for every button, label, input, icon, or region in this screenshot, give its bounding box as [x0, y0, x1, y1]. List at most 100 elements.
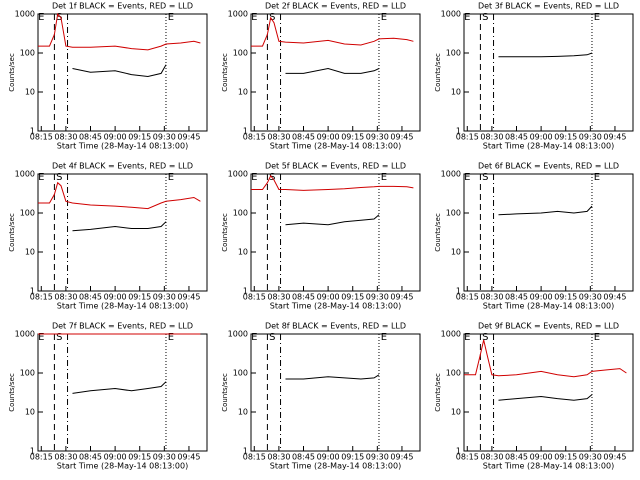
x-tick-label: 09:00: [530, 453, 553, 462]
marker-label: E: [464, 172, 470, 183]
x-tick-label: 08:45: [505, 133, 528, 142]
panel-title: Det 7f BLACK = Events, RED = LLD: [52, 322, 193, 331]
series-line: [251, 174, 414, 191]
x-tick-label: 08:45: [292, 293, 315, 302]
y-axis-label: Counts/sec: [221, 53, 229, 92]
x-tick-label: 08:15: [243, 453, 266, 462]
y-tick-label: 1000: [441, 330, 461, 339]
y-tick-label: 1000: [228, 330, 248, 339]
x-tick-label: 09:45: [390, 453, 413, 462]
marker-label: E: [381, 172, 387, 183]
x-tick-label: 08:45: [79, 453, 102, 462]
y-tick-label: 100: [20, 369, 35, 378]
marker-label: E: [251, 12, 257, 23]
x-tick-label: 09:00: [104, 453, 127, 462]
marker-label: E: [381, 12, 387, 23]
y-axis-label: Counts/sec: [434, 53, 442, 92]
panel-title: Det 3f BLACK = Events, RED = LLD: [478, 2, 619, 11]
y-tick-label: 100: [446, 369, 461, 378]
x-tick-label: 09:30: [366, 293, 389, 302]
series-line: [72, 64, 167, 78]
y-tick-label: 10: [451, 248, 461, 257]
y-tick-label: 10: [25, 408, 35, 417]
y-tick-label: 1000: [15, 330, 35, 339]
x-tick-label: 09:30: [366, 133, 389, 142]
y-tick-label: 100: [446, 49, 461, 58]
x-tick-label: 08:45: [79, 293, 102, 302]
x-axis-label: Start Time (28-May-14 08:13:00): [483, 142, 614, 151]
marker-label: S: [482, 172, 488, 183]
marker-label: E: [464, 332, 470, 343]
y-tick-label: 1: [456, 447, 461, 456]
y-tick-label: 1: [30, 447, 35, 456]
x-tick-label: 09:15: [341, 133, 364, 142]
y-tick-label: 1000: [15, 10, 35, 19]
plot-frame: [250, 333, 421, 452]
x-tick-label: 08:45: [505, 453, 528, 462]
x-tick-label: 09:30: [153, 453, 176, 462]
x-tick-label: 09:00: [317, 133, 340, 142]
y-tick-label: 100: [20, 49, 35, 58]
x-tick-label: 08:30: [480, 453, 503, 462]
x-tick-label: 08:30: [480, 133, 503, 142]
series-line: [38, 12, 201, 51]
panel-title: Det 8f BLACK = Events, RED = LLD: [265, 322, 406, 331]
plot-frame: [463, 333, 634, 452]
x-tick-label: 09:15: [128, 293, 151, 302]
marker-label: S: [56, 332, 62, 343]
x-tick-label: 08:15: [456, 453, 479, 462]
marker-label: S: [56, 172, 62, 183]
x-tick-label: 09:45: [603, 293, 626, 302]
y-axis-label: Counts/sec: [8, 53, 16, 92]
y-tick-label: 1000: [441, 170, 461, 179]
marker-label: E: [464, 12, 470, 23]
x-tick-label: 09:00: [317, 453, 340, 462]
y-tick-label: 10: [238, 88, 248, 97]
x-tick-label: 09:45: [177, 453, 200, 462]
series-line: [72, 221, 167, 232]
y-tick-label: 10: [451, 88, 461, 97]
x-tick-label: 09:45: [177, 293, 200, 302]
y-tick-label: 1: [30, 287, 35, 296]
marker-label: E: [251, 332, 257, 343]
marker-label: E: [38, 332, 44, 343]
x-tick-label: 09:15: [554, 293, 577, 302]
marker-label: E: [251, 172, 257, 183]
x-tick-label: 09:45: [603, 133, 626, 142]
y-tick-label: 10: [451, 408, 461, 417]
plot-frame: [250, 173, 421, 292]
x-tick-label: 09:30: [153, 133, 176, 142]
panel-title: Det 4f BLACK = Events, RED = LLD: [52, 162, 193, 171]
x-tick-label: 09:30: [153, 293, 176, 302]
x-tick-label: 09:00: [104, 293, 127, 302]
marker-label: S: [482, 332, 488, 343]
x-tick-label: 09:30: [366, 453, 389, 462]
series-line: [38, 181, 201, 210]
series-line: [285, 67, 380, 74]
series-line: [464, 339, 627, 378]
marker-label: E: [381, 332, 387, 343]
y-tick-label: 100: [446, 209, 461, 218]
plot-frame: [37, 173, 208, 292]
x-axis-label: Start Time (28-May-14 08:13:00): [483, 302, 614, 311]
x-axis-label: Start Time (28-May-14 08:13:00): [57, 462, 188, 471]
marker-label: S: [269, 12, 275, 23]
x-tick-label: 08:15: [243, 133, 266, 142]
x-axis-label: Start Time (28-May-14 08:13:00): [270, 302, 401, 311]
y-tick-label: 1: [243, 287, 248, 296]
marker-label: E: [594, 332, 600, 343]
y-tick-label: 100: [20, 209, 35, 218]
y-tick-label: 10: [25, 248, 35, 257]
marker-label: E: [168, 332, 174, 343]
x-tick-label: 08:15: [243, 293, 266, 302]
x-axis-label: Start Time (28-May-14 08:13:00): [57, 302, 188, 311]
x-axis-label: Start Time (28-May-14 08:13:00): [270, 462, 401, 471]
x-tick-label: 09:45: [390, 133, 413, 142]
x-tick-label: 09:45: [603, 453, 626, 462]
y-tick-label: 10: [25, 88, 35, 97]
y-tick-label: 1: [243, 127, 248, 136]
x-tick-label: 09:45: [390, 293, 413, 302]
series-line: [285, 214, 380, 226]
marker-label: E: [168, 172, 174, 183]
x-tick-label: 08:15: [30, 453, 53, 462]
